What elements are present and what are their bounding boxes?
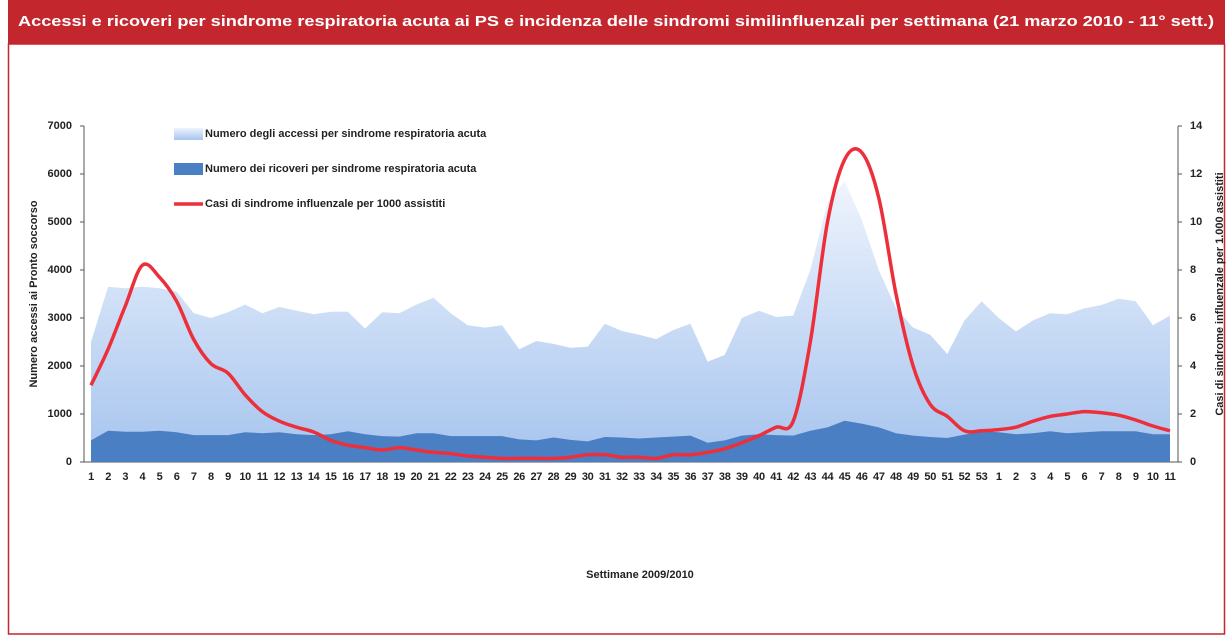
x-axis-label: Settimane 2009/2010 <box>586 569 694 581</box>
x-tick-label: 32 <box>616 471 628 483</box>
x-tick-label: 36 <box>685 471 697 483</box>
x-tick-label: 17 <box>359 471 371 483</box>
y-tick-label: 4000 <box>48 264 72 276</box>
legend-label: Casi di sindrome influenzale per 1000 as… <box>205 198 445 210</box>
y-tick-label: 7000 <box>48 120 72 132</box>
x-tick-label: 27 <box>530 471 542 483</box>
x-tick-label: 25 <box>496 471 508 483</box>
x-tick-label: 34 <box>650 471 663 483</box>
x-tick-label: 35 <box>667 471 679 483</box>
x-tick-label: 6 <box>1081 471 1087 483</box>
y-tick-label: 6000 <box>48 168 72 180</box>
line <box>89 147 1171 461</box>
x-tick-label: 50 <box>924 471 936 483</box>
chart-title: Accessi e ricoveri per sindrome respirat… <box>18 14 1214 30</box>
x-tick-label: 31 <box>599 471 611 483</box>
x-tick-label: 7 <box>191 471 197 483</box>
x-tick-label: 20 <box>411 471 423 483</box>
x-tick-label: 10 <box>1147 471 1159 483</box>
x-tick-label: 2 <box>105 471 111 483</box>
x-tick-label: 1 <box>996 471 1002 483</box>
x-tick-label: 26 <box>513 471 525 483</box>
y-tick-label: 2000 <box>48 360 72 372</box>
x-tick-label: 52 <box>959 471 971 483</box>
x-tick-label: 49 <box>907 471 919 483</box>
x-tick-label: 43 <box>805 471 817 483</box>
y2-tick-label: 0 <box>1190 456 1196 468</box>
x-tick-label: 41 <box>770 471 782 483</box>
x-tick-label: 3 <box>1030 471 1036 483</box>
y-axis-label: Numero accessi ai Pronto soccorso <box>28 200 40 387</box>
frame <box>7 43 1226 635</box>
x-tick-label: 29 <box>565 471 577 483</box>
x-tick-label: 7 <box>1099 471 1105 483</box>
y2-tick-label: 14 <box>1190 120 1203 132</box>
x-tick-label: 21 <box>428 471 440 483</box>
y-tick-label: 1000 <box>48 408 72 420</box>
x-tick-label: 42 <box>787 471 799 483</box>
header-bar <box>8 0 1225 44</box>
y-tick-label: 3000 <box>48 312 72 324</box>
y2-tick-label: 12 <box>1190 168 1202 180</box>
x-tick-label: 15 <box>325 471 337 483</box>
legend-swatch <box>174 163 203 175</box>
x-tick-label: 48 <box>890 471 902 483</box>
x-tick-label: 5 <box>157 471 163 483</box>
legend-swatch <box>174 128 203 140</box>
x-tick-label: 30 <box>582 471 594 483</box>
legend-label: Numero degli accessi per sindrome respir… <box>205 128 487 140</box>
x-tick-label: 37 <box>702 471 714 483</box>
x-tick-label: 9 <box>1133 471 1139 483</box>
x-tick-label: 12 <box>274 471 286 483</box>
x-tick-label: 8 <box>208 471 214 483</box>
y2-tick-label: 10 <box>1190 216 1202 228</box>
x-tick-label: 18 <box>376 471 388 483</box>
x-tick-label: 8 <box>1116 471 1122 483</box>
x-tick-label: 4 <box>139 471 146 483</box>
x-tick-label: 5 <box>1064 471 1070 483</box>
x-tick-label: 39 <box>736 471 748 483</box>
x-tick-label: 16 <box>342 471 354 483</box>
x-tick-label: 40 <box>753 471 765 483</box>
x-tick-label: 45 <box>839 471 851 483</box>
x-tick-label: 47 <box>873 471 885 483</box>
x-tick-label: 19 <box>393 471 405 483</box>
x-tick-label: 46 <box>856 471 868 483</box>
y2-tick-label: 6 <box>1190 312 1196 324</box>
y2-tick-label: 8 <box>1190 264 1196 276</box>
y-tick-label: 5000 <box>48 216 72 228</box>
x-tick-label: 23 <box>462 471 474 483</box>
x-tick-label: 2 <box>1013 471 1019 483</box>
x-tick-label: 13 <box>291 471 303 483</box>
x-tick-label: 38 <box>719 471 731 483</box>
x-tick-label: 14 <box>308 471 321 483</box>
x-tick-label: 6 <box>174 471 180 483</box>
y2-axis-label: Casi di sindrome influenzale per 1.000 a… <box>1214 172 1226 415</box>
area <box>91 181 1170 462</box>
x-tick-label: 44 <box>822 471 835 483</box>
x-tick-label: 3 <box>122 471 128 483</box>
x-tick-label: 53 <box>976 471 988 483</box>
y-tick-label: 0 <box>66 456 72 468</box>
x-tick-label: 11 <box>257 471 268 483</box>
x-tick-label: 33 <box>633 471 645 483</box>
x-tick-label: 28 <box>548 471 560 483</box>
x-tick-label: 51 <box>942 471 954 483</box>
x-tick-label: 9 <box>225 471 231 483</box>
x-tick-label: 11 <box>1164 471 1175 483</box>
x-tick-label: 1 <box>88 471 94 483</box>
x-tick-label: 24 <box>479 471 492 483</box>
y2-tick-label: 2 <box>1190 408 1196 420</box>
x-tick-label: 22 <box>445 471 457 483</box>
y2-tick-label: 4 <box>1190 360 1197 372</box>
x-tick-label: 10 <box>239 471 251 483</box>
area <box>91 420 1170 462</box>
legend-label: Numero dei ricoveri per sindrome respira… <box>205 163 477 175</box>
x-tick-label: 4 <box>1047 471 1054 483</box>
